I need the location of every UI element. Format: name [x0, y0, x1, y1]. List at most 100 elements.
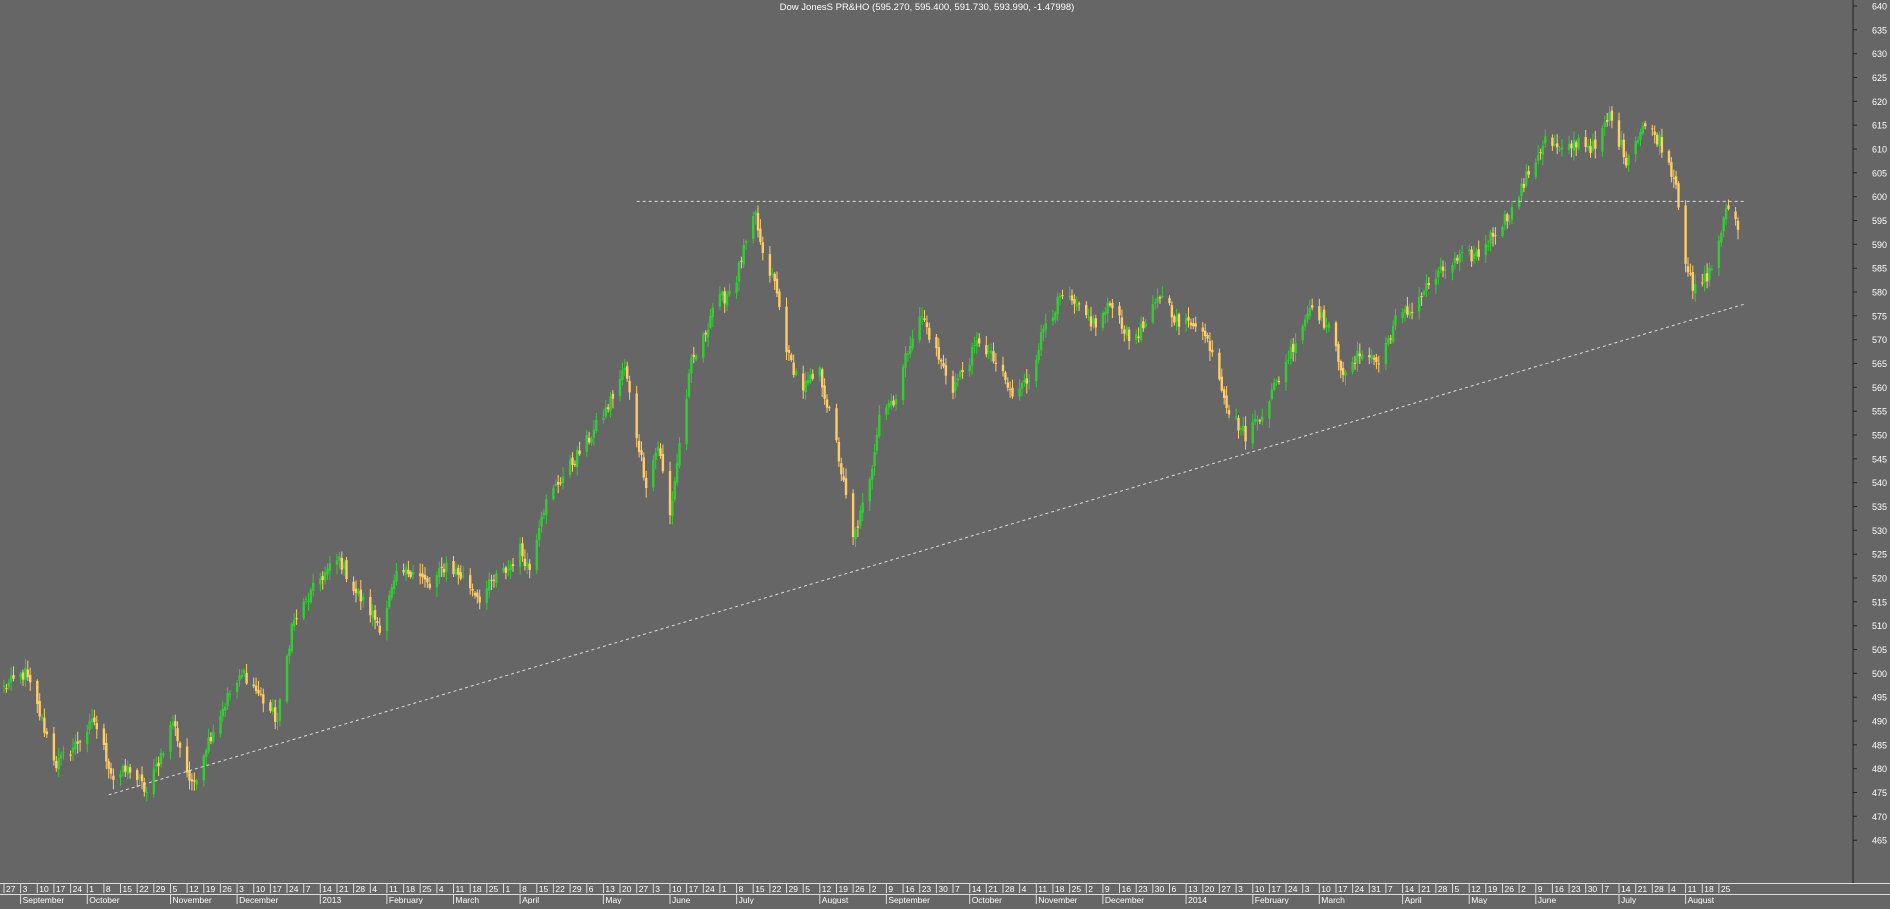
- candle-up: [461, 565, 465, 579]
- candle-up: [1639, 128, 1642, 146]
- day-tick-label: 29: [156, 884, 166, 894]
- candle-up: [744, 239, 748, 250]
- candle-up: [1422, 289, 1426, 297]
- month-tick-label: June: [1538, 895, 1557, 904]
- candle-down: [925, 315, 929, 335]
- price-tick-label: 470: [1872, 812, 1887, 822]
- trendline: [108, 303, 1746, 796]
- candle-up: [1520, 178, 1523, 202]
- candle-down: [1192, 318, 1195, 330]
- candle-up: [595, 412, 598, 434]
- candle-down: [768, 246, 772, 283]
- day-tick-label: 13: [1188, 884, 1198, 894]
- candle-up: [885, 404, 888, 420]
- day-tick-label: 8: [522, 884, 527, 894]
- candle-down: [1622, 133, 1625, 165]
- day-tick-label: 17: [272, 884, 282, 894]
- candle-down: [587, 431, 591, 445]
- day-tick-label: 11: [1688, 884, 1697, 894]
- candle-up: [338, 552, 341, 569]
- day-tick-label: 9: [1105, 884, 1110, 894]
- candle-up: [488, 572, 491, 598]
- month-tick-label: November: [173, 895, 212, 904]
- candle-down: [1258, 418, 1262, 425]
- candle-up: [7, 679, 10, 690]
- price-tick-label: 560: [1872, 383, 1887, 393]
- candle-down: [12, 666, 15, 682]
- price-tick-label: 605: [1872, 168, 1887, 178]
- candle-down: [45, 728, 48, 738]
- candle-down: [1477, 240, 1480, 261]
- candle-down: [557, 475, 560, 494]
- price-tick-label: 525: [1872, 550, 1887, 560]
- month-tick-label: September: [888, 895, 930, 904]
- candle-up: [1151, 295, 1154, 324]
- candle-up: [119, 770, 122, 786]
- candle-down: [1674, 170, 1678, 190]
- candle-down: [937, 338, 940, 365]
- candle-up: [243, 668, 246, 677]
- price-tick-label: 535: [1872, 502, 1887, 512]
- candle-down: [1677, 181, 1680, 210]
- day-tick-label: 6: [1172, 884, 1177, 894]
- candle-up: [438, 561, 441, 584]
- candle-down: [143, 777, 146, 797]
- candle-down: [773, 272, 776, 290]
- day-tick-label: 4: [1022, 884, 1027, 894]
- candle-up: [309, 587, 312, 604]
- price-tick-label: 495: [1872, 693, 1887, 703]
- candle-down: [492, 574, 496, 588]
- candle-up: [535, 533, 538, 574]
- candle-up: [652, 455, 655, 492]
- candle-up: [1403, 304, 1407, 322]
- candle-down: [578, 441, 581, 456]
- candle-up: [1636, 136, 1640, 145]
- candle-up: [1627, 154, 1630, 172]
- candle-up: [390, 584, 393, 601]
- candle-up: [1144, 319, 1147, 329]
- candle-down: [340, 551, 343, 575]
- day-tick-label: 3: [1305, 884, 1310, 894]
- month-tick-label: February: [389, 895, 424, 904]
- candle-down: [442, 563, 446, 578]
- candle-down: [626, 361, 629, 382]
- candle-down: [994, 353, 998, 372]
- candle-up: [1256, 415, 1259, 431]
- candle-down: [471, 583, 474, 597]
- candle-down: [692, 346, 695, 364]
- candle-down: [457, 564, 460, 585]
- candle-up: [1125, 324, 1128, 340]
- candle-up: [1387, 335, 1390, 347]
- candle-up: [728, 283, 731, 297]
- candle-up: [276, 712, 279, 730]
- candle-up: [1510, 201, 1514, 225]
- price-tick-label: 545: [1872, 454, 1887, 464]
- candle-down: [661, 444, 665, 474]
- candle-up: [1242, 416, 1245, 436]
- candle-up: [1039, 324, 1043, 356]
- month-tick-label: April: [1405, 895, 1422, 904]
- candle-down: [5, 683, 8, 693]
- candle-up: [388, 590, 391, 609]
- candle-down: [93, 709, 96, 726]
- candle-up: [545, 494, 548, 524]
- day-tick-label: 30: [938, 884, 948, 894]
- candle-up: [202, 753, 205, 787]
- candle-up: [1058, 293, 1062, 306]
- candle-down: [359, 579, 362, 610]
- candle-up: [1101, 310, 1105, 331]
- candle-up: [592, 420, 596, 446]
- candle-down: [802, 365, 805, 399]
- candle-down: [1208, 332, 1212, 361]
- candle-up: [74, 734, 77, 755]
- price-tick-label: 585: [1872, 264, 1887, 274]
- candle-down: [1011, 379, 1014, 399]
- candle-down: [944, 358, 948, 385]
- day-tick-label: 19: [839, 884, 849, 894]
- day-tick-label: 25: [1721, 884, 1731, 894]
- candle-down: [1670, 157, 1673, 183]
- candle-up: [138, 774, 141, 785]
- day-tick-label: 12: [822, 884, 832, 894]
- candle-down: [1311, 298, 1314, 311]
- day-tick-label: 17: [1338, 884, 1348, 894]
